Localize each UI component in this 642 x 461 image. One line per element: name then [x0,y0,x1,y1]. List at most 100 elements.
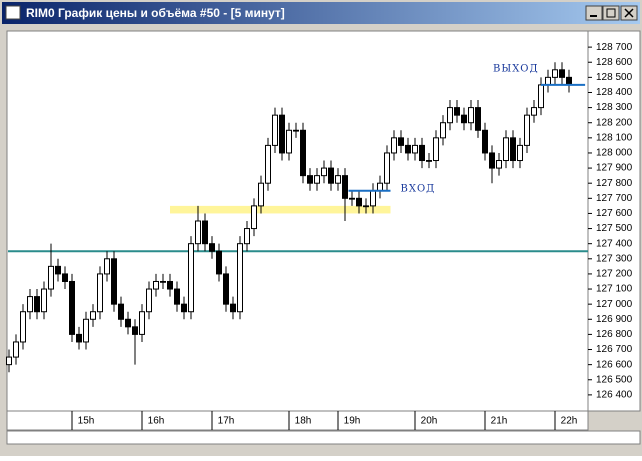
candle-body [363,205,369,208]
zone [170,205,391,214]
y-tick-label: 126 900 [596,314,633,325]
candle-body [132,326,138,335]
candle-body [153,280,159,290]
candle-body [300,129,306,177]
minimize-button[interactable] [585,5,603,21]
x-tick-label: 21h [491,416,508,427]
x-tick-label: 17h [218,416,235,427]
y-tick-label: 127 300 [596,253,633,264]
candle-body [356,197,362,207]
candle-body [174,288,180,305]
candle-body [20,311,26,343]
candle-body [524,114,530,146]
y-tick-label: 126 400 [596,390,633,401]
candle-body [461,114,467,124]
candle-body [13,341,19,358]
candle-body [489,152,495,169]
candle-body [349,197,355,200]
y-tick-label: 127 800 [596,178,633,189]
candle-body [370,190,376,207]
candle-body [41,288,47,313]
x-tick-label: 15h [78,416,95,427]
candle-body [90,311,96,320]
candle-body [321,167,327,177]
y-tick-label: 126 800 [596,329,633,340]
y-tick-label: 127 400 [596,238,633,249]
candle-body [216,250,222,275]
x-tick-label: 16h [148,416,165,427]
y-tick-label: 128 000 [596,148,633,159]
candle-body [223,273,229,305]
candle-body [475,107,481,131]
candle-body [559,69,565,78]
y-tick-label: 128 100 [596,132,633,143]
scroll-strip [6,430,641,445]
candle-body [209,243,215,252]
candle-body [202,220,208,245]
x-tick-label: 18h [295,416,312,427]
candle-body [34,296,40,313]
candle-body [314,175,320,184]
close-icon [624,8,634,18]
y-tick-label: 127 900 [596,163,633,174]
candle-body [104,258,110,275]
title-bar [2,2,640,24]
candle-body [27,296,33,313]
y-tick-label: 127 100 [596,284,633,295]
candle-body [55,265,61,275]
candle-body [384,152,390,184]
window-controls [585,5,638,21]
candle-body [272,114,278,146]
candle-body [286,129,292,154]
candle-body [377,182,383,192]
candle-body [531,107,537,116]
candle-body [195,220,201,245]
candle-body [433,137,439,162]
candle-body [454,107,460,116]
candle-body [251,205,257,230]
maximize-button[interactable] [602,5,620,21]
candle-body [111,258,117,305]
candle-body [69,280,75,335]
candle-body [440,122,446,139]
candle-body [496,160,502,169]
candle-body [244,228,250,245]
candle-body [146,288,152,313]
candle-body [405,144,411,154]
marker-label: ВХОД [401,183,436,194]
candle-body [552,69,558,78]
y-tick-label: 128 600 [596,57,633,68]
y-tick-label: 128 300 [596,102,633,113]
candle-body [335,175,341,184]
candle-body [230,303,236,313]
candle-body [342,175,348,199]
y-tick-label: 126 600 [596,359,633,370]
candle-body [398,137,404,146]
candle-body [125,318,131,328]
candle-body [391,137,397,154]
candle-body [503,137,509,162]
y-tick-label: 128 400 [596,87,633,98]
candle-body [447,107,453,124]
candle-body [412,144,418,154]
candle-body [482,129,488,154]
candle-body [258,182,264,207]
candle-body [97,273,103,313]
y-tick-label: 126 700 [596,344,633,355]
candle-body [328,167,334,184]
candle-body [265,144,271,184]
x-tick-label: 19h [344,416,361,427]
y-tick-label: 128 500 [596,72,633,83]
marker-label: ВЫХОД [493,63,539,74]
time-axis [6,410,589,431]
candle-body [237,243,243,313]
candle-body [510,137,516,162]
candle-body [167,280,173,290]
price-axis [587,30,641,412]
candle-body [76,333,82,343]
candle-body [307,175,313,184]
candle-body [188,243,194,313]
candle-body [181,303,187,313]
x-tick-label: 20h [421,416,438,427]
